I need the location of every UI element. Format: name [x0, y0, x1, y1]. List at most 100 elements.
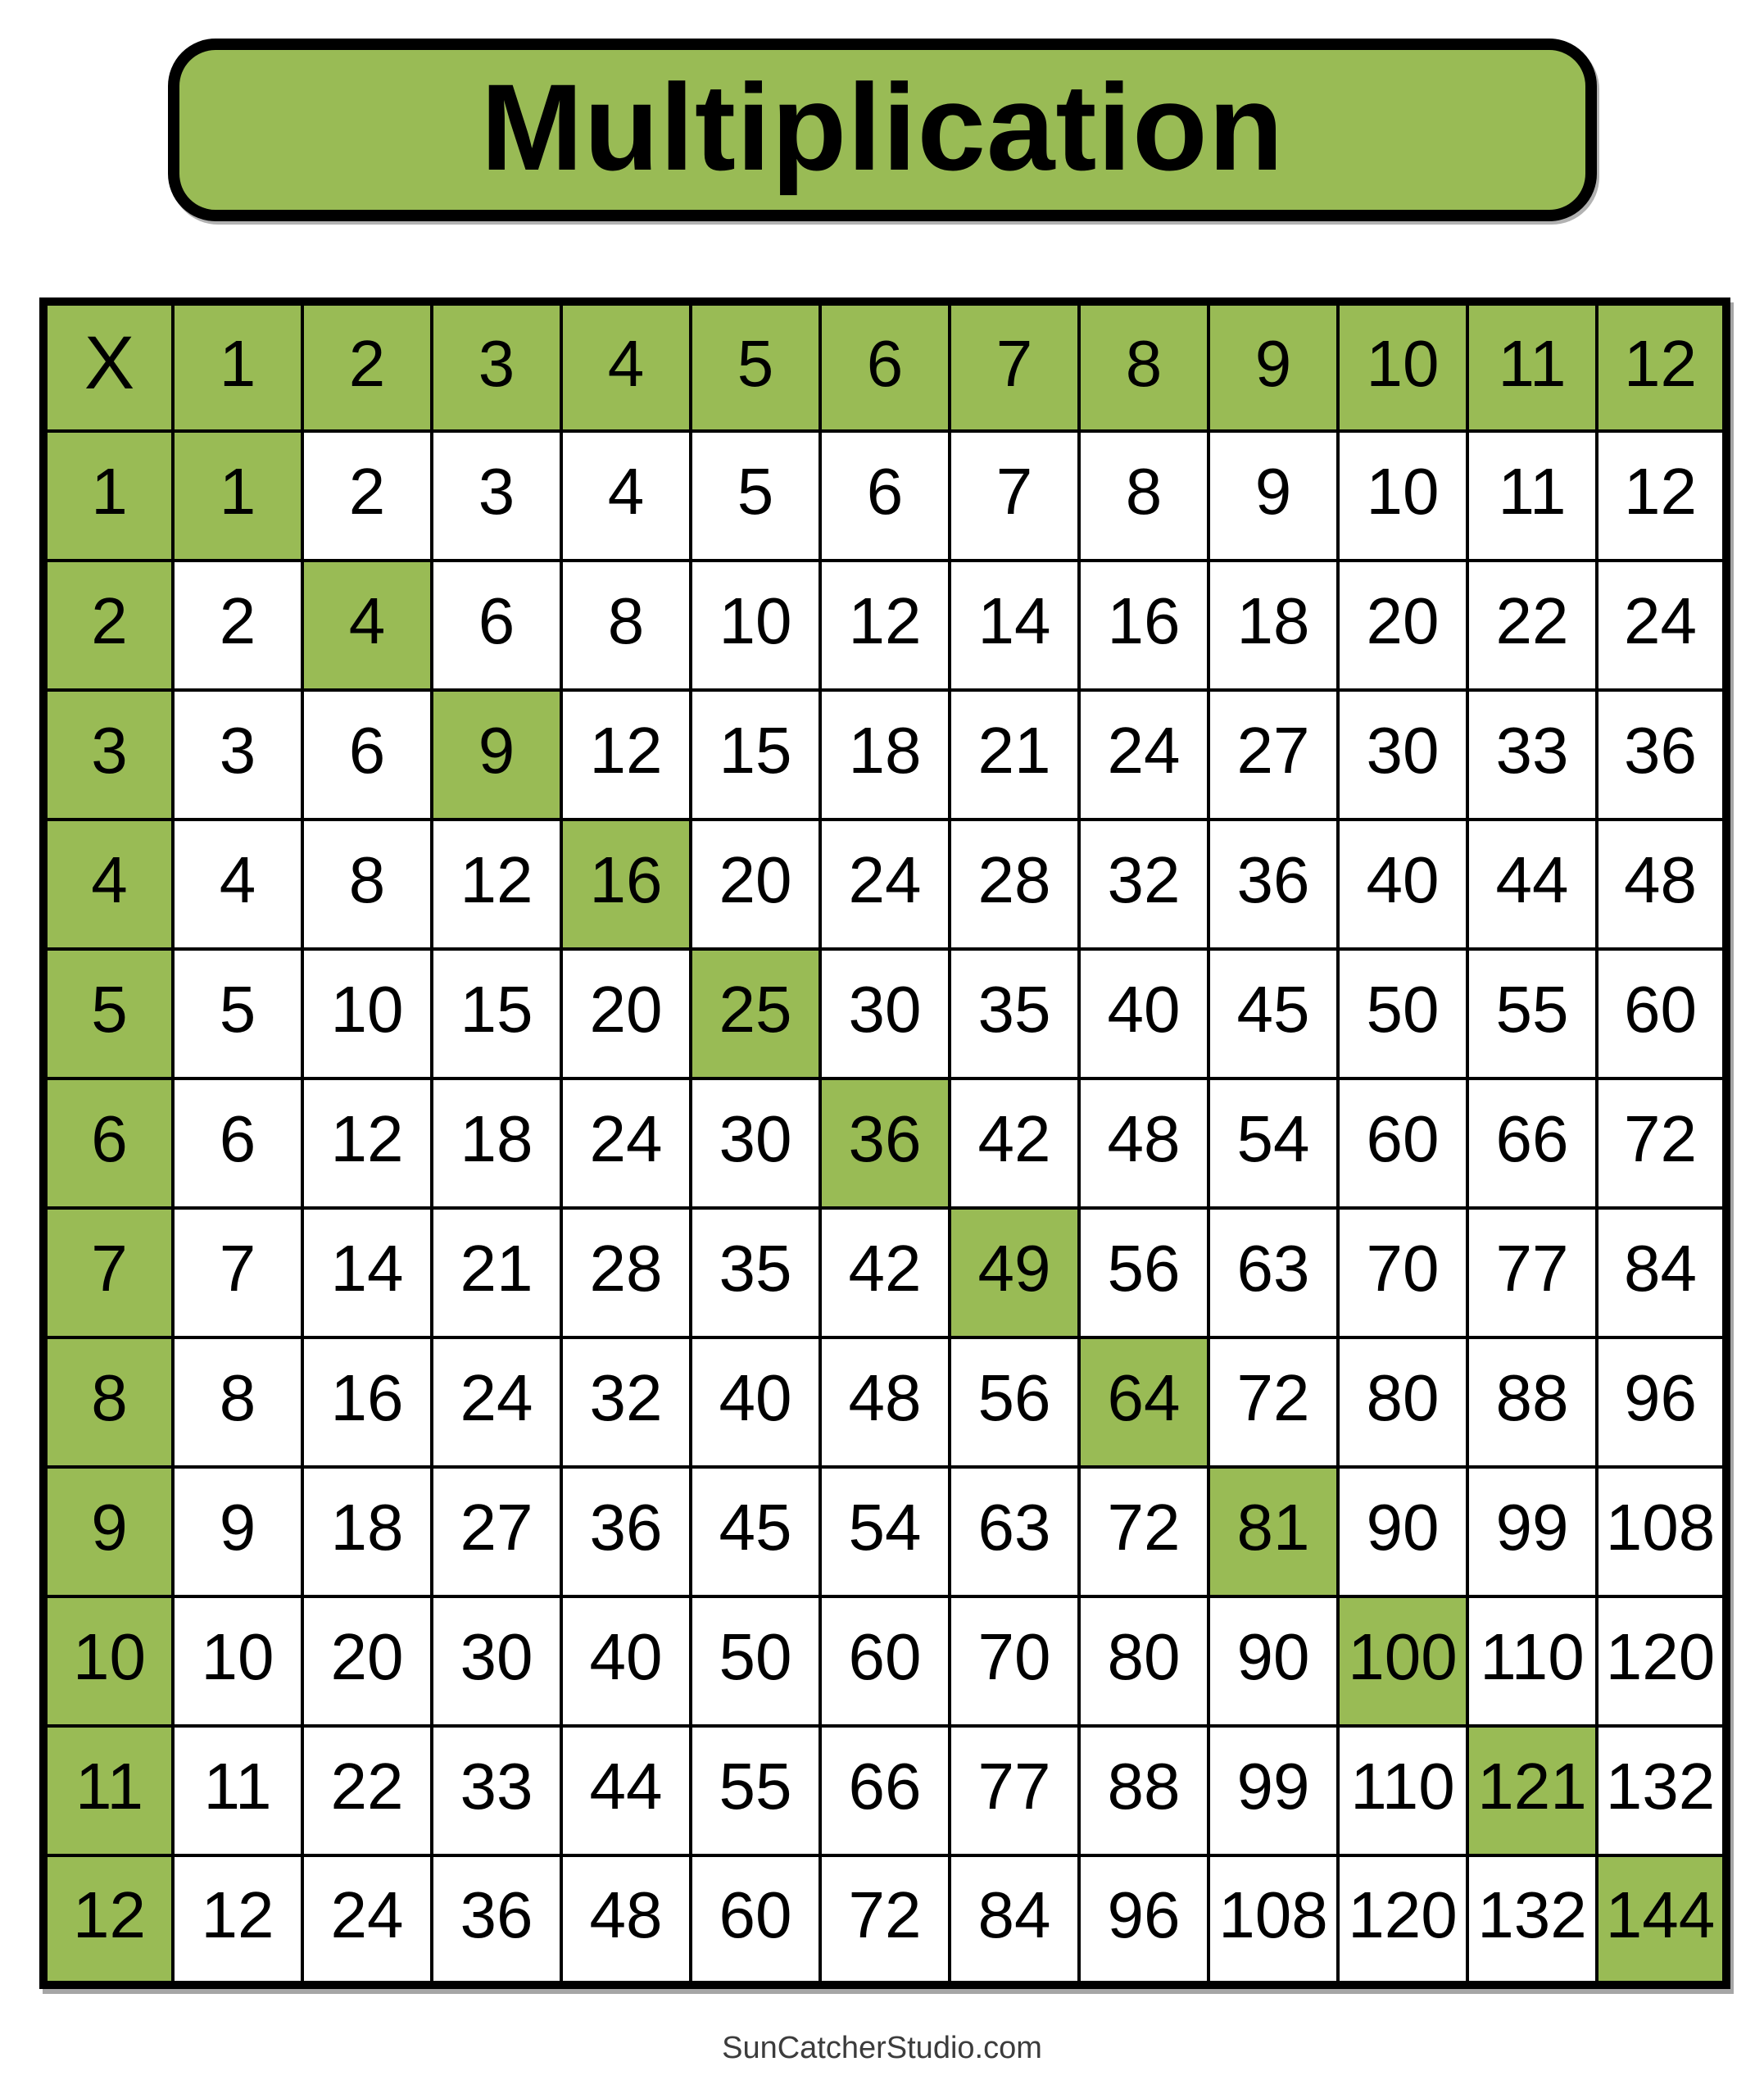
row-header-6: 6 [42, 1077, 175, 1210]
cell-2x4: 8 [560, 559, 692, 692]
cell-12x10: 120 [1336, 1854, 1469, 1987]
cell-3x9: 27 [1207, 688, 1340, 821]
cell-9x8: 72 [1077, 1465, 1210, 1598]
cell-1x7: 7 [948, 429, 1081, 562]
cell-7x12: 84 [1595, 1206, 1728, 1339]
cell-6x6: 36 [819, 1077, 951, 1210]
cell-12x9: 108 [1207, 1854, 1340, 1987]
header-row: X 1 2 3 4 5 6 7 8 9 10 11 12 [42, 300, 1728, 433]
cell-3x6: 18 [819, 688, 951, 821]
cell-8x5: 40 [689, 1336, 822, 1469]
col-header-9: 9 [1207, 300, 1340, 433]
col-header-10: 10 [1336, 300, 1469, 433]
cell-6x9: 54 [1207, 1077, 1340, 1210]
cell-7x2: 14 [301, 1206, 433, 1339]
row-header-4: 4 [42, 818, 175, 951]
cell-11x1: 11 [171, 1724, 304, 1857]
cell-9x3: 27 [430, 1465, 563, 1598]
table-row: 2 2 4 6 8 10 12 14 16 18 20 22 24 [42, 559, 1728, 692]
cell-5x11: 55 [1466, 947, 1598, 1080]
cell-8x10: 80 [1336, 1336, 1469, 1469]
cell-8x7: 56 [948, 1336, 1081, 1469]
cell-5x5: 25 [689, 947, 822, 1080]
cell-10x8: 80 [1077, 1595, 1210, 1728]
cell-10x3: 30 [430, 1595, 563, 1728]
cell-2x11: 22 [1466, 559, 1598, 692]
cell-6x7: 42 [948, 1077, 1081, 1210]
table-row: 12 12 24 36 48 60 72 84 96 108 120 132 144 [42, 1854, 1728, 1987]
cell-10x11: 110 [1466, 1595, 1598, 1728]
cell-9x6: 54 [819, 1465, 951, 1598]
cell-6x2: 12 [301, 1077, 433, 1210]
cell-10x10: 100 [1336, 1595, 1469, 1728]
cell-9x2: 18 [301, 1465, 433, 1598]
cell-10x5: 50 [689, 1595, 822, 1728]
cell-4x2: 8 [301, 818, 433, 951]
cell-10x4: 40 [560, 1595, 692, 1728]
col-header-5: 5 [689, 300, 822, 433]
footer-credit: SunCatcherStudio.com [722, 2031, 1042, 2065]
cell-2x1: 2 [171, 559, 304, 692]
cell-3x10: 30 [1336, 688, 1469, 821]
cell-3x11: 33 [1466, 688, 1598, 821]
cell-6x10: 60 [1336, 1077, 1469, 1210]
cell-8x4: 32 [560, 1336, 692, 1469]
cell-11x5: 55 [689, 1724, 822, 1857]
cell-7x5: 35 [689, 1206, 822, 1339]
cell-4x8: 32 [1077, 818, 1210, 951]
cell-5x2: 10 [301, 947, 433, 1080]
corner-cell: X [42, 300, 175, 433]
cell-1x9: 9 [1207, 429, 1340, 562]
cell-12x5: 60 [689, 1854, 822, 1987]
cell-8x11: 88 [1466, 1336, 1598, 1469]
table-row: 6 6 12 18 24 30 36 42 48 54 60 66 72 [42, 1077, 1728, 1210]
row-header-1: 1 [42, 429, 175, 562]
cell-3x3: 9 [430, 688, 563, 821]
cell-3x5: 15 [689, 688, 822, 821]
col-header-3: 3 [430, 300, 563, 433]
cell-7x3: 21 [430, 1206, 563, 1339]
cell-7x11: 77 [1466, 1206, 1598, 1339]
cell-4x9: 36 [1207, 818, 1340, 951]
cell-11x2: 22 [301, 1724, 433, 1857]
cell-4x10: 40 [1336, 818, 1469, 951]
cell-5x12: 60 [1595, 947, 1728, 1080]
cell-5x8: 40 [1077, 947, 1210, 1080]
table-row: 7 7 14 21 28 35 42 49 56 63 70 77 84 [42, 1206, 1728, 1339]
table-row: 1 1 2 3 4 5 6 7 8 9 10 11 12 [42, 429, 1728, 562]
cell-12x12: 144 [1595, 1854, 1728, 1987]
cell-10x12: 120 [1595, 1595, 1728, 1728]
cell-1x8: 8 [1077, 429, 1210, 562]
cell-3x2: 6 [301, 688, 433, 821]
cell-7x8: 56 [1077, 1206, 1210, 1339]
col-header-4: 4 [560, 300, 692, 433]
table-row: 9 9 18 27 36 45 54 63 72 81 90 99 108 [42, 1465, 1728, 1598]
table-row: 11 11 22 33 44 55 66 77 88 99 110 121 132 [42, 1724, 1728, 1857]
cell-7x7: 49 [948, 1206, 1081, 1339]
cell-2x9: 18 [1207, 559, 1340, 692]
cell-10x9: 90 [1207, 1595, 1340, 1728]
cell-4x5: 20 [689, 818, 822, 951]
cell-5x9: 45 [1207, 947, 1340, 1080]
page-title: Multiplication [480, 57, 1285, 196]
cell-9x11: 99 [1466, 1465, 1598, 1598]
cell-12x1: 12 [171, 1854, 304, 1987]
cell-1x11: 11 [1466, 429, 1598, 562]
cell-6x8: 48 [1077, 1077, 1210, 1210]
cell-8x6: 48 [819, 1336, 951, 1469]
cell-7x6: 42 [819, 1206, 951, 1339]
cell-6x11: 66 [1466, 1077, 1598, 1210]
cell-7x1: 7 [171, 1206, 304, 1339]
cell-2x12: 24 [1595, 559, 1728, 692]
row-header-5: 5 [42, 947, 175, 1080]
cell-4x1: 4 [171, 818, 304, 951]
row-header-8: 8 [42, 1336, 175, 1469]
cell-12x6: 72 [819, 1854, 951, 1987]
cell-6x5: 30 [689, 1077, 822, 1210]
cell-3x1: 3 [171, 688, 304, 821]
col-header-12: 12 [1595, 300, 1728, 433]
cell-9x12: 108 [1595, 1465, 1728, 1598]
cell-6x1: 6 [171, 1077, 304, 1210]
multiplication-table: X 1 2 3 4 5 6 7 8 9 10 11 12 1 1 2 3 4 5 6 7 8 9 10 11 12 2 2 4 6 8 10 1… [39, 297, 1730, 1989]
row-header-9: 9 [42, 1465, 175, 1598]
